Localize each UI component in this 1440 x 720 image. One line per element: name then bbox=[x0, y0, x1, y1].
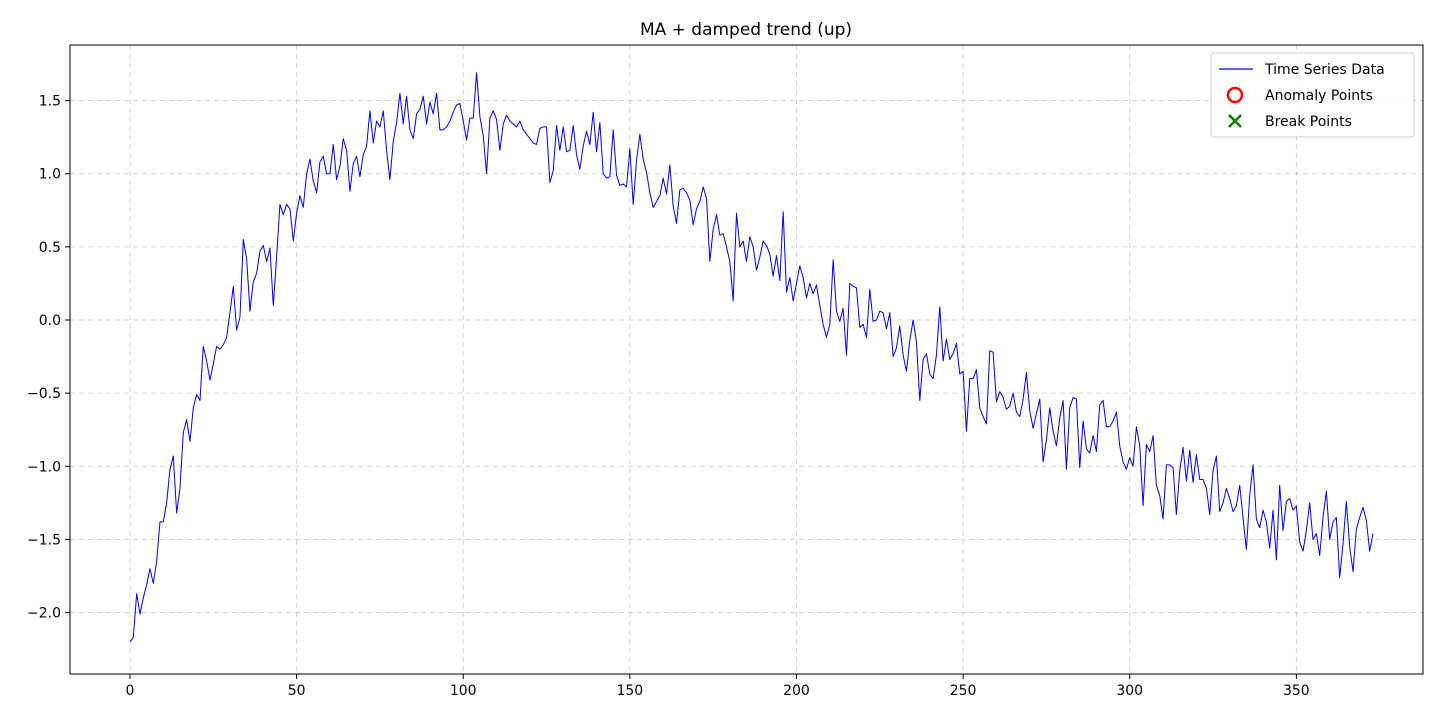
y-tick-label: −2.0 bbox=[27, 606, 61, 622]
legend-label-break: Break Points bbox=[1265, 114, 1352, 130]
legend-label-anomaly: Anomaly Points bbox=[1265, 88, 1373, 104]
x-tick-label: 150 bbox=[616, 683, 643, 699]
y-tick-label: −1.5 bbox=[27, 532, 61, 548]
series-layer bbox=[129, 72, 1374, 643]
y-tick-label: 1.0 bbox=[39, 167, 61, 183]
x-tick-label: 200 bbox=[783, 683, 810, 699]
series-line-time-series-data bbox=[129, 72, 1374, 643]
y-tick-label: 1.5 bbox=[39, 94, 61, 110]
y-tick-label: 0.0 bbox=[39, 313, 61, 329]
y-tick-label: 0.5 bbox=[39, 240, 61, 256]
legend-label-time-series: Time Series Data bbox=[1264, 62, 1385, 78]
x-tick-label: 350 bbox=[1283, 683, 1310, 699]
x-tick-label: 50 bbox=[288, 683, 306, 699]
plot-frame bbox=[69, 44, 1424, 675]
x-tick-label: 100 bbox=[450, 683, 477, 699]
axis-layer: 0 50 100 150 200 250 300 350 −2.0 −1.5 −1.0 −0.5 0.0… bbox=[27, 94, 1310, 699]
y-tick-label: −0.5 bbox=[27, 386, 61, 402]
y-tick-label: −1.0 bbox=[27, 459, 61, 475]
legend-box bbox=[1210, 52, 1415, 138]
legend-x-marker bbox=[1228, 114, 1242, 128]
x-tick-label: 0 bbox=[126, 683, 135, 699]
legend: Time Series Data Anomaly Points Break Po… bbox=[1210, 52, 1415, 138]
legend-circle-marker bbox=[1226, 86, 1244, 104]
chart-title: MA + damped trend (up) bbox=[640, 20, 852, 40]
grid-layer bbox=[70, 45, 1423, 674]
x-tick-label: 250 bbox=[950, 683, 977, 699]
x-tick-label: 300 bbox=[1116, 683, 1143, 699]
